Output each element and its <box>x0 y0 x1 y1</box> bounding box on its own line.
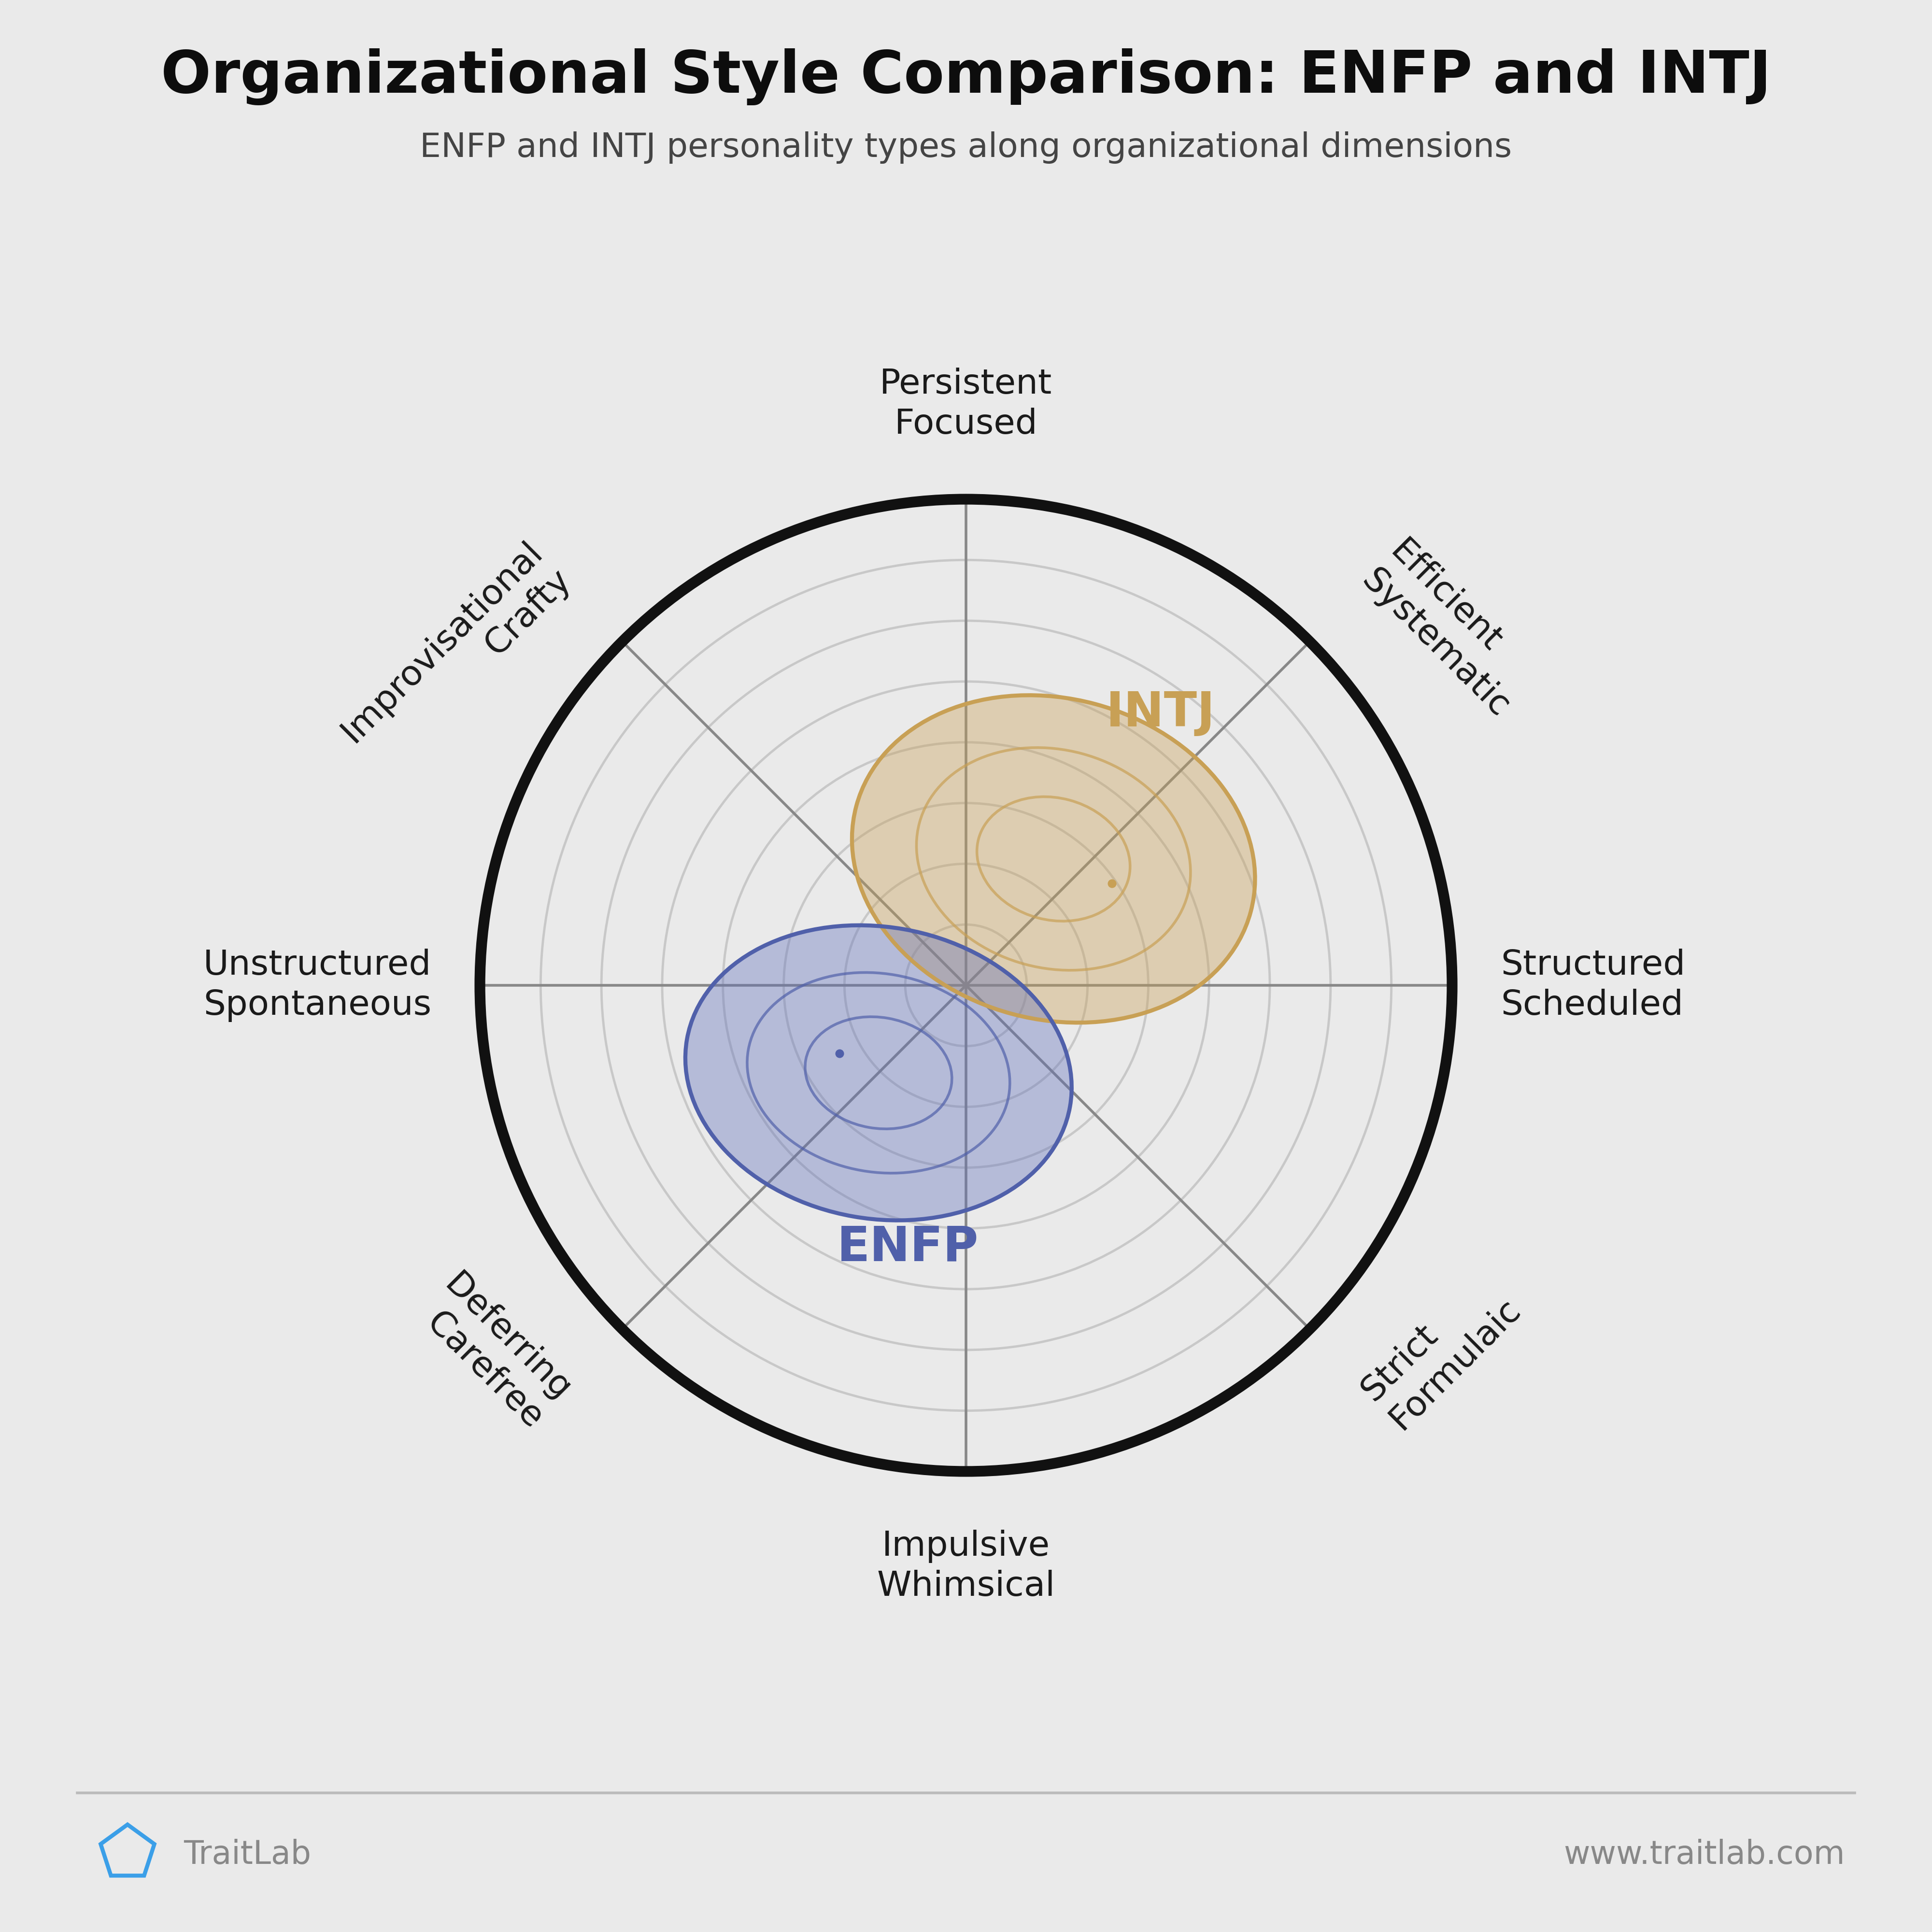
Text: Strict
Formulaic: Strict Formulaic <box>1354 1264 1526 1435</box>
Text: ENFP: ENFP <box>837 1225 978 1271</box>
Text: Structured
Scheduled: Structured Scheduled <box>1501 949 1685 1022</box>
Text: Organizational Style Comparison: ENFP and INTJ: Organizational Style Comparison: ENFP an… <box>160 48 1772 104</box>
Text: www.traitlab.com: www.traitlab.com <box>1563 1839 1845 1870</box>
Text: Persistent
Focused: Persistent Focused <box>879 367 1053 440</box>
Text: TraitLab: TraitLab <box>184 1839 311 1870</box>
Text: INTJ: INTJ <box>1105 690 1215 736</box>
Text: Efficient
Systematic: Efficient Systematic <box>1354 535 1544 724</box>
Ellipse shape <box>686 925 1072 1221</box>
Text: Deferring
Carefree: Deferring Carefree <box>410 1267 578 1435</box>
Text: Unstructured
Spontaneous: Unstructured Spontaneous <box>203 949 431 1022</box>
Ellipse shape <box>852 696 1256 1022</box>
Text: Impulsive
Whimsical: Impulsive Whimsical <box>877 1530 1055 1604</box>
Text: ENFP and INTJ personality types along organizational dimensions: ENFP and INTJ personality types along or… <box>419 131 1513 164</box>
Text: Improvisational
Crafty: Improvisational Crafty <box>334 535 578 777</box>
